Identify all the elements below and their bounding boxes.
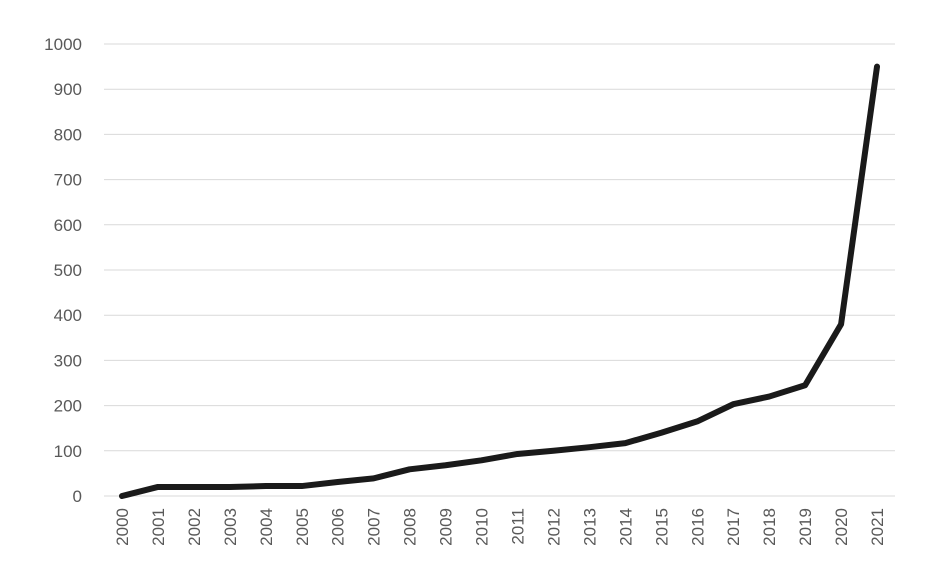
x-tick-label: 2003 <box>221 508 240 546</box>
series-line <box>118 63 881 499</box>
x-tick-label: 2019 <box>796 508 815 546</box>
y-tick-label: 100 <box>54 442 82 461</box>
x-tick-label: 2005 <box>293 508 312 546</box>
x-tick-label: 2014 <box>616 508 635 546</box>
x-tick-label: 2013 <box>580 508 599 546</box>
y-tick-label: 800 <box>54 125 82 144</box>
grid-lines <box>104 43 895 452</box>
x-tick-label: 2021 <box>868 508 887 546</box>
x-axis-ticks: 2000 2001 2002 2003 2004 2005 2006 2007 2008 2009… <box>113 508 887 546</box>
y-tick-label: 200 <box>54 397 82 416</box>
x-tick-label: 2010 <box>473 508 492 546</box>
x-tick-label: 2002 <box>185 508 204 546</box>
y-tick-label: 0 <box>73 487 82 506</box>
y-tick-label: 600 <box>54 216 82 235</box>
y-tick-label: 700 <box>54 171 82 190</box>
x-tick-label: 2020 <box>832 508 851 546</box>
x-tick-label: 2001 <box>149 508 168 546</box>
x-tick-label: 2016 <box>688 508 707 546</box>
x-tick-label: 2006 <box>329 508 348 546</box>
y-tick-label: 1000 <box>44 35 82 54</box>
x-tick-label: 2015 <box>652 508 671 546</box>
x-tick-label: 2018 <box>760 508 779 546</box>
y-tick-label: 900 <box>54 80 82 99</box>
x-tick-label: 2011 <box>508 508 527 545</box>
y-axis-ticks: 0 100 200 300 400 500 600 700 800 900 1000 <box>44 35 82 506</box>
x-tick-label: 2007 <box>365 508 384 546</box>
x-tick-label: 2000 <box>113 508 132 546</box>
series-points <box>121 66 878 497</box>
x-tick-label: 2009 <box>437 508 456 546</box>
x-tick-label: 2012 <box>544 508 563 546</box>
x-tick-label: 2017 <box>724 508 743 546</box>
y-tick-label: 400 <box>54 306 82 325</box>
x-tick-label: 2004 <box>257 508 276 546</box>
y-tick-label: 500 <box>54 261 82 280</box>
x-tick-label: 2008 <box>401 508 420 546</box>
y-tick-label: 300 <box>54 351 82 370</box>
